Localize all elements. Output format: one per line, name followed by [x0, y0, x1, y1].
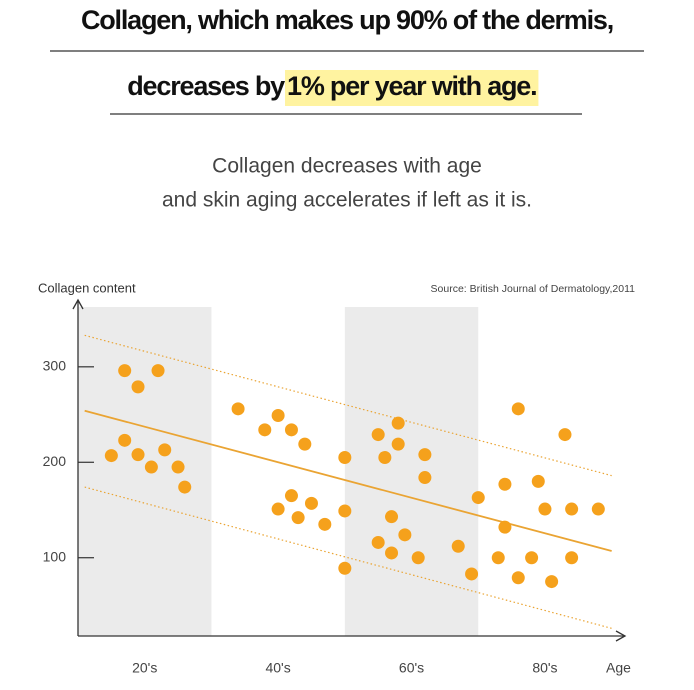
point [131, 448, 145, 462]
point [318, 517, 332, 531]
point [304, 496, 318, 510]
point [291, 511, 305, 525]
point [498, 520, 512, 534]
title-highlight: 1% per year with age. [287, 71, 536, 101]
arrow [615, 630, 627, 642]
point [471, 491, 485, 505]
plot: 100 200 300 20's 40's 60's 80's [43, 298, 627, 676]
point [371, 428, 385, 442]
point [158, 443, 172, 457]
point [558, 428, 572, 442]
source: Source: British Journal of Dermatology,2… [431, 283, 636, 295]
point [104, 449, 118, 463]
arrow [72, 298, 84, 310]
x-tick-label: 40's [265, 660, 290, 676]
point [591, 502, 605, 516]
title-line: decreases by [127, 71, 285, 101]
point [391, 437, 405, 451]
y-tick-label: 300 [43, 358, 67, 374]
x-tick-label: 60's [399, 660, 424, 676]
point [284, 489, 298, 503]
point [131, 380, 145, 394]
x-axis-label: Age [606, 660, 631, 676]
point [398, 528, 412, 542]
point [118, 364, 132, 378]
point [271, 409, 285, 422]
y-axis-label: Collagen content [38, 280, 136, 295]
band-line [84, 334, 612, 477]
point [565, 551, 579, 565]
point [385, 546, 399, 560]
highlight [285, 70, 539, 106]
point [338, 561, 352, 575]
point [298, 437, 312, 451]
band-line [84, 486, 612, 629]
point [565, 502, 579, 516]
point [451, 539, 465, 553]
point [338, 451, 352, 464]
point [378, 451, 392, 464]
point [411, 551, 425, 565]
x-tick-label: 80's [532, 660, 557, 676]
point [371, 535, 385, 549]
subtitle: and skin aging accelerates if left as it… [162, 189, 532, 212]
point [465, 567, 479, 581]
trend-line [84, 409, 612, 552]
point [231, 402, 245, 416]
point [498, 477, 512, 491]
point [511, 402, 525, 416]
point [178, 480, 192, 494]
point [118, 433, 132, 447]
y-tick-label: 200 [43, 453, 67, 469]
point [258, 423, 272, 437]
point [338, 504, 352, 518]
point [284, 423, 298, 437]
point [545, 575, 559, 589]
point [418, 471, 432, 485]
point [144, 460, 158, 474]
point [271, 502, 285, 516]
point [171, 460, 185, 474]
point [418, 448, 432, 462]
title-line: Collagen, which makes up 90% of the derm… [81, 5, 613, 35]
point [491, 551, 505, 565]
x-tick-label: 20's [132, 660, 157, 676]
y-tick-label: 100 [43, 548, 67, 564]
point [391, 416, 405, 430]
point [385, 510, 399, 524]
point [151, 364, 165, 378]
shaded-band [344, 307, 479, 636]
point [511, 571, 525, 585]
point [538, 502, 552, 516]
point [525, 551, 539, 565]
point [531, 474, 545, 488]
shaded-band [78, 307, 212, 636]
subtitle: Collagen decreases with age [212, 155, 482, 178]
